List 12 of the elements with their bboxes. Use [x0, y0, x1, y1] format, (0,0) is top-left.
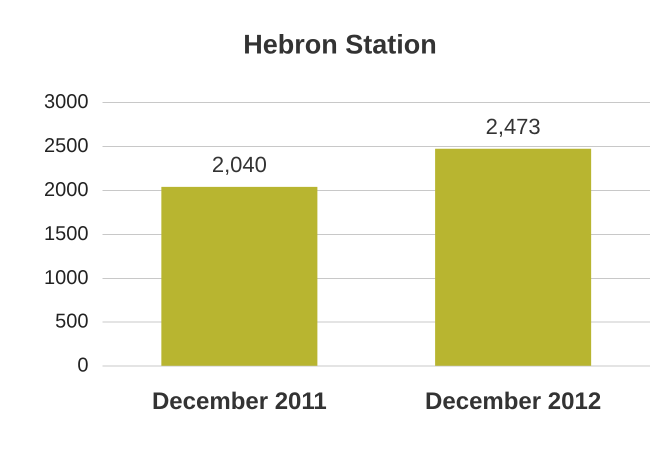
chart-title: Hebron Station — [243, 30, 437, 60]
data-label: 2,473 — [486, 114, 541, 139]
y-tick-label: 1000 — [44, 266, 88, 289]
y-tick-label: 2000 — [44, 178, 88, 201]
y-tick-label: 500 — [55, 310, 88, 333]
y-tick-label: 0 — [77, 354, 88, 377]
x-tick-label: December 2011 — [152, 388, 327, 416]
y-tick-label: 2500 — [44, 134, 88, 157]
data-label: 2,040 — [212, 152, 267, 177]
y-tick-label: 3000 — [44, 90, 88, 113]
y-tick-label: 1500 — [44, 222, 88, 245]
x-tick-label: December 2012 — [425, 388, 602, 416]
